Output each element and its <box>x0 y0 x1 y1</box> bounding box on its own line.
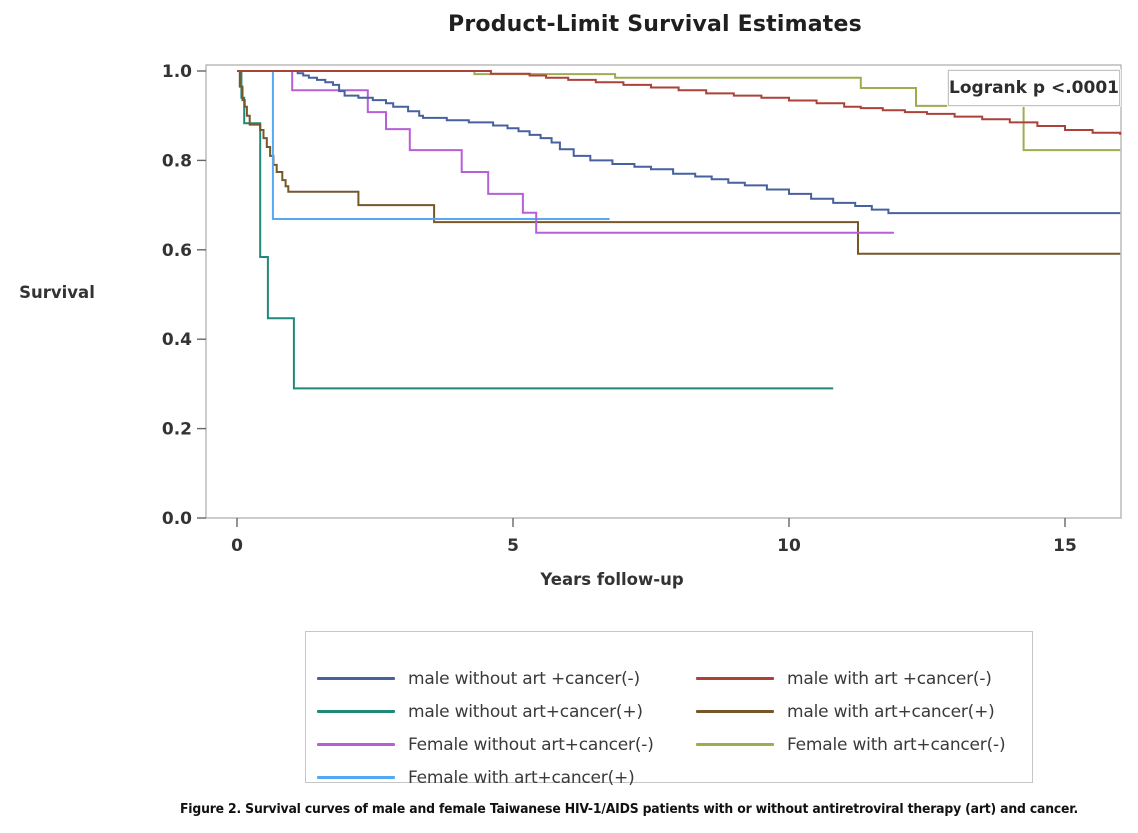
y-tick-label: 0.4 <box>162 330 192 350</box>
x-tick-label: 0 <box>231 536 243 556</box>
y-axis-label: Survival <box>19 283 95 302</box>
logrank-text: Logrank p <.0001 <box>949 78 1119 98</box>
legend-swatch-female-without-art-cancer-neg <box>317 743 395 746</box>
y-axis: 1.0 0.8 0.6 0.4 0.2 0.0 <box>162 62 206 529</box>
legend-label: male without art +cancer(-) <box>408 668 640 689</box>
figure-caption-text: Survival curves of male and female Taiwa… <box>241 801 1079 817</box>
legend-swatch-male-with-art-cancer-neg <box>696 677 774 680</box>
legend-label: Female with art+cancer(+) <box>408 767 635 788</box>
legend-item-female-with-art-cancer-neg: Female with art+cancer(-) <box>696 728 1032 761</box>
legend-item-female-with-art-cancer-pos: Female with art+cancer(+) <box>317 761 696 794</box>
legend-item-male-without-art-cancer-pos: male without art+cancer(+) <box>317 695 696 728</box>
legend-item-male-with-art-cancer-neg: male with art +cancer(-) <box>696 662 1032 695</box>
legend-label: male with art +cancer(-) <box>787 668 992 689</box>
y-tick-label: 0.8 <box>162 151 192 171</box>
legend-swatch-female-with-art-cancer-neg <box>696 743 774 746</box>
legend-swatch-male-without-art-cancer-neg <box>317 677 395 680</box>
logrank-annotation: Logrank p <.0001 <box>948 70 1120 106</box>
x-tick-label: 5 <box>507 536 519 556</box>
survival-curve-male-with-art-cancer-neg <box>237 70 1122 135</box>
plot-frame <box>205 64 1122 519</box>
x-tick-label: 10 <box>777 536 801 556</box>
legend-swatch-male-without-art-cancer-pos <box>317 710 395 713</box>
x-axis: 0 5 10 15 <box>231 518 1077 556</box>
y-tick-label: 0.2 <box>162 420 192 440</box>
survival-curve-female-without-art-cancer-neg <box>237 70 894 234</box>
x-axis-label: Years follow-up <box>539 570 683 589</box>
curves <box>237 70 1122 390</box>
survival-plot: 1.0 0.8 0.6 0.4 0.2 0.0 0 5 10 15 Survival Years fo… <box>19 62 1122 589</box>
survival-curve-male-with-art-cancer-pos <box>237 70 1121 255</box>
legend-swatch-male-with-art-cancer-pos <box>696 710 774 713</box>
legend-label: Female with art+cancer(-) <box>787 734 1006 755</box>
legend-label: Female without art+cancer(-) <box>408 734 654 755</box>
figure-caption: Figure 2. Survival curves of male and fe… <box>161 801 1098 817</box>
legend-label: male without art+cancer(+) <box>408 701 643 722</box>
y-tick-label: 0.6 <box>162 241 192 261</box>
y-tick-label: 0.0 <box>162 509 192 529</box>
survival-curve-male-without-art-cancer-neg <box>237 70 1121 215</box>
legend-item-male-with-art-cancer-pos: male with art+cancer(+) <box>696 695 1032 728</box>
legend-label: male with art+cancer(+) <box>787 701 995 722</box>
chart-title: Product-Limit Survival Estimates <box>448 12 862 37</box>
legend-item-male-without-art-cancer-neg: male without art +cancer(-) <box>317 662 696 695</box>
figure-caption-prefix: Figure 2. <box>179 801 242 817</box>
plot-legend: male without art +cancer(-) male with art… <box>305 631 1033 788</box>
legend-item-female-without-art-cancer-neg: Female without art+cancer(-) <box>317 728 696 761</box>
survival-curve-male-without-art-cancer-pos <box>237 70 834 390</box>
survival-curve-female-with-art-cancer-neg <box>237 70 1121 152</box>
legend-swatch-female-with-art-cancer-pos <box>317 776 395 779</box>
y-tick-label: 1.0 <box>162 62 192 82</box>
x-tick-label: 15 <box>1053 536 1077 556</box>
